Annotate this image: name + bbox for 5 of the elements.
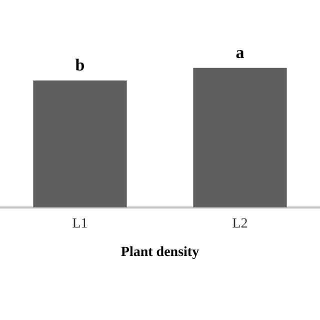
annotation: b — [75, 55, 85, 74]
annotation: a — [236, 42, 245, 62]
x-axis-title: Plant density — [120, 245, 200, 260]
x-tick-label: L2 — [232, 216, 248, 232]
x-tick-label: L1 — [72, 216, 88, 232]
